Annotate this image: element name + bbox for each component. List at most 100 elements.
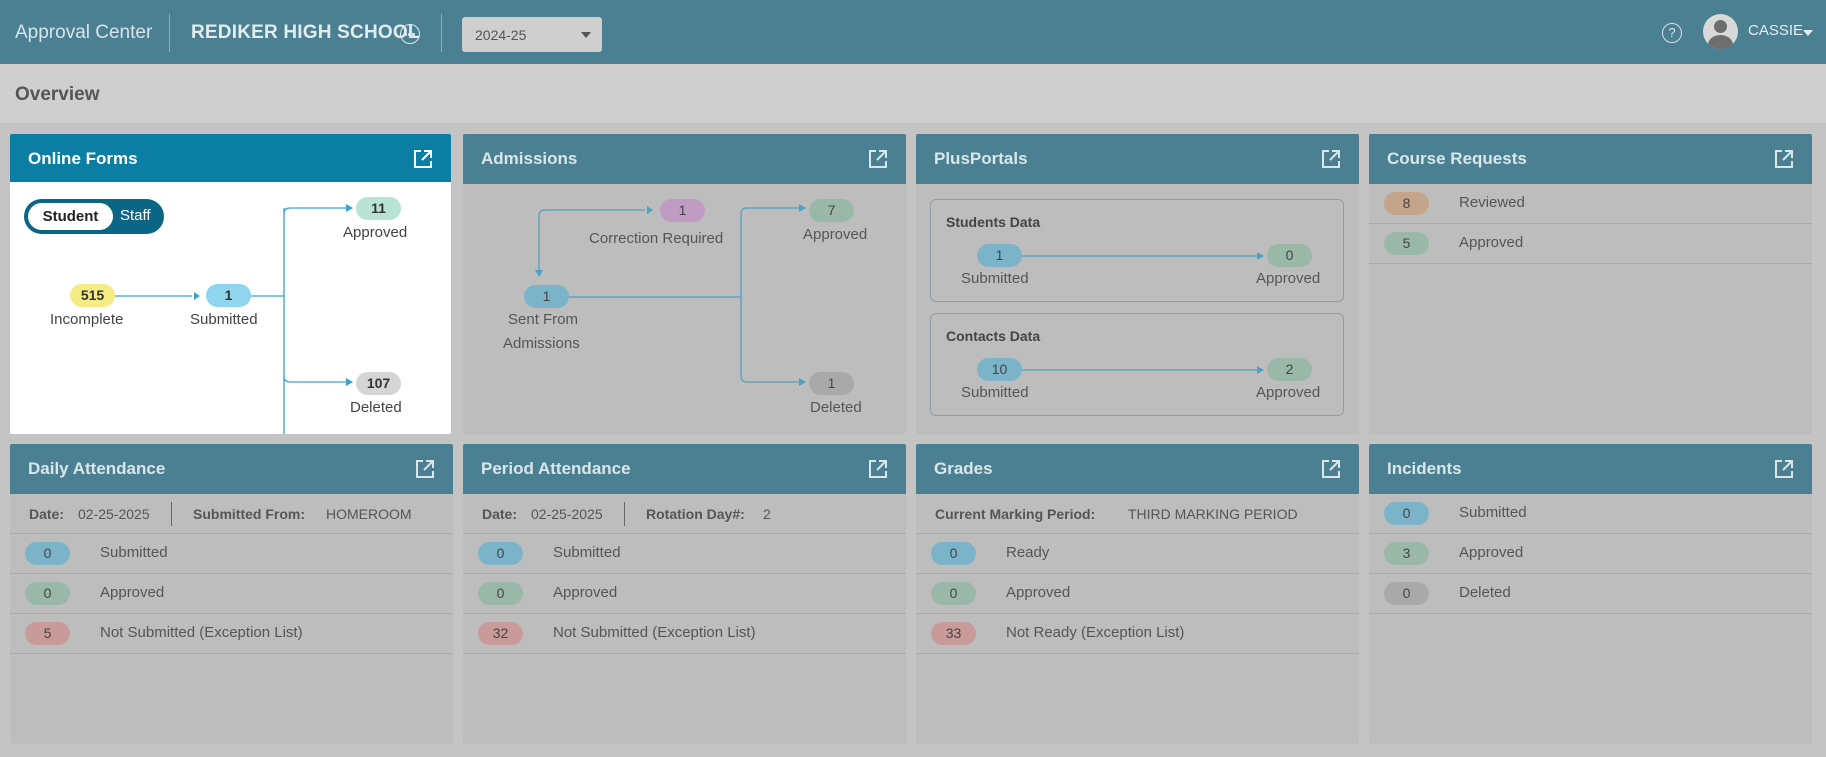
list-item[interactable]: 33 Not Ready (Exception List) [916, 614, 1359, 654]
deleted-label: Deleted [1459, 584, 1511, 601]
approved-label: Approved [1459, 544, 1524, 561]
date-value: 02-25-2025 [531, 506, 603, 522]
rotation-day-value: 2 [763, 506, 771, 522]
list-item[interactable]: 0 Submitted [1369, 494, 1812, 534]
contacts-data-box: Contacts Data 10 Submitted 2 Approved [930, 313, 1344, 416]
flow-connectors [535, 204, 806, 386]
school-year-value: 2024-25 [475, 27, 527, 43]
external-link-icon[interactable] [1774, 149, 1794, 169]
list-item[interactable]: 0 Submitted [463, 534, 906, 574]
external-link-icon[interactable] [1321, 149, 1341, 169]
external-link-icon[interactable] [1321, 459, 1341, 479]
students-approved-count[interactable]: 0 [1267, 244, 1312, 267]
chevron-down-icon[interactable] [1803, 30, 1813, 36]
list-item[interactable]: 5 Not Submitted (Exception List) [10, 614, 453, 654]
approved-label: Approved [100, 584, 165, 601]
reviewed-label: Reviewed [1459, 194, 1525, 211]
contacts-submitted-label: Submitted [961, 384, 1029, 401]
user-menu[interactable]: CASSIE [1748, 22, 1804, 39]
list-item[interactable]: 0 Approved [463, 574, 906, 614]
app-title[interactable]: Approval Center [15, 22, 153, 43]
date-value: 02-25-2025 [78, 506, 150, 522]
approved-count: 0 [478, 582, 523, 605]
toggle-staff[interactable]: Staff [120, 207, 151, 224]
approved-label: Approved [803, 226, 868, 243]
ready-count: 0 [931, 542, 976, 565]
deleted-count: 0 [1384, 582, 1429, 605]
admissions-card: Admissions 1 Correction Required 1 Sent … [463, 134, 906, 434]
list-item[interactable]: 0 Submitted [10, 534, 453, 574]
not-submitted-label: Not Submitted (Exception List) [100, 624, 303, 641]
help-circle-icon[interactable]: ? [1662, 23, 1682, 43]
list-item[interactable]: 5 Approved [1369, 224, 1812, 264]
card-header: Admissions [463, 134, 906, 184]
external-link-icon[interactable] [415, 459, 435, 479]
daily-attendance-card: Daily Attendance Date: 02-25-2025 Submit… [10, 444, 453, 744]
external-link-icon[interactable] [1774, 459, 1794, 479]
divider [169, 14, 170, 52]
list-item[interactable]: 3 Approved [1369, 534, 1812, 574]
more-circle-icon[interactable] [400, 24, 420, 44]
list-item[interactable]: 0 Deleted [1369, 574, 1812, 614]
rotation-day-label: Rotation Day#: [646, 506, 745, 522]
external-link-icon[interactable] [868, 149, 888, 169]
submitted-count: 0 [1384, 502, 1429, 525]
grades-card: Grades Current Marking Period: THIRD MAR… [916, 444, 1359, 744]
approved-label: Approved [343, 224, 408, 241]
deleted-label: Deleted [810, 399, 862, 416]
students-approved-label: Approved [1256, 270, 1321, 287]
card-title: Incidents [1387, 459, 1462, 478]
course-requests-card: Course Requests 8 Reviewed 5 Approved [1369, 134, 1812, 434]
approved-count: 0 [25, 582, 70, 605]
incidents-card: Incidents 0 Submitted 3 Approved 0 Delet… [1369, 444, 1812, 744]
external-link-icon[interactable] [868, 459, 888, 479]
approved-count[interactable]: 11 [356, 197, 401, 220]
student-staff-toggle[interactable]: Student Staff [24, 199, 164, 234]
approved-label: Approved [1459, 234, 1524, 251]
box-title: Contacts Data [946, 328, 1041, 344]
external-link-icon[interactable] [413, 149, 433, 169]
submitted-label: Submitted [190, 311, 258, 328]
filter-info: Current Marking Period: THIRD MARKING PE… [916, 494, 1359, 534]
submitted-label: Submitted [100, 544, 168, 561]
flow-connectors [115, 204, 353, 434]
online-forms-card: Online Forms Student Staff 515 Incomplet… [10, 134, 451, 434]
list-item[interactable]: 8 Reviewed [1369, 184, 1812, 224]
approved-label: Approved [1006, 584, 1071, 601]
list-item[interactable]: 32 Not Submitted (Exception List) [463, 614, 906, 654]
toggle-student[interactable]: Student [28, 203, 113, 230]
approved-count: 5 [1384, 232, 1429, 255]
not-ready-count: 33 [931, 622, 976, 645]
contacts-approved-count[interactable]: 2 [1267, 358, 1312, 381]
card-header: Online Forms [10, 134, 451, 182]
sent-from-admissions-count[interactable]: 1 [524, 285, 569, 308]
card-header: PlusPortals [916, 134, 1359, 184]
plusportals-card: PlusPortals Students Data 1 Submitted 0 … [916, 134, 1359, 434]
incomplete-count[interactable]: 515 [70, 284, 115, 307]
submitted-label: Submitted [553, 544, 621, 561]
students-submitted-count[interactable]: 1 [977, 244, 1022, 267]
deleted-count[interactable]: 1 [809, 372, 854, 395]
school-year-select[interactable]: 2024-25 [462, 17, 602, 52]
date-label: Date: [29, 506, 65, 522]
submitted-label: Submitted [1459, 504, 1527, 521]
approved-count[interactable]: 7 [809, 199, 854, 222]
list-item[interactable]: 0 Approved [916, 574, 1359, 614]
contacts-submitted-count[interactable]: 10 [977, 358, 1022, 381]
contacts-approved-label: Approved [1256, 384, 1321, 401]
divider [171, 502, 172, 526]
reviewed-count: 8 [1384, 192, 1429, 215]
divider [624, 502, 625, 526]
card-title: Online Forms [28, 149, 138, 168]
correction-required-count[interactable]: 1 [660, 199, 705, 222]
card-title: Period Attendance [481, 459, 631, 478]
top-bar: Approval Center REDIKER HIGH SCHOOL 2024… [0, 0, 1826, 64]
marking-period-label: Current Marking Period: [935, 506, 1096, 522]
deleted-label: Deleted [350, 399, 402, 416]
deleted-count[interactable]: 107 [356, 372, 401, 395]
submitted-count[interactable]: 1 [206, 284, 251, 307]
avatar[interactable] [1703, 14, 1738, 49]
submitted-count: 0 [478, 542, 523, 565]
list-item[interactable]: 0 Approved [10, 574, 453, 614]
list-item[interactable]: 0 Ready [916, 534, 1359, 574]
